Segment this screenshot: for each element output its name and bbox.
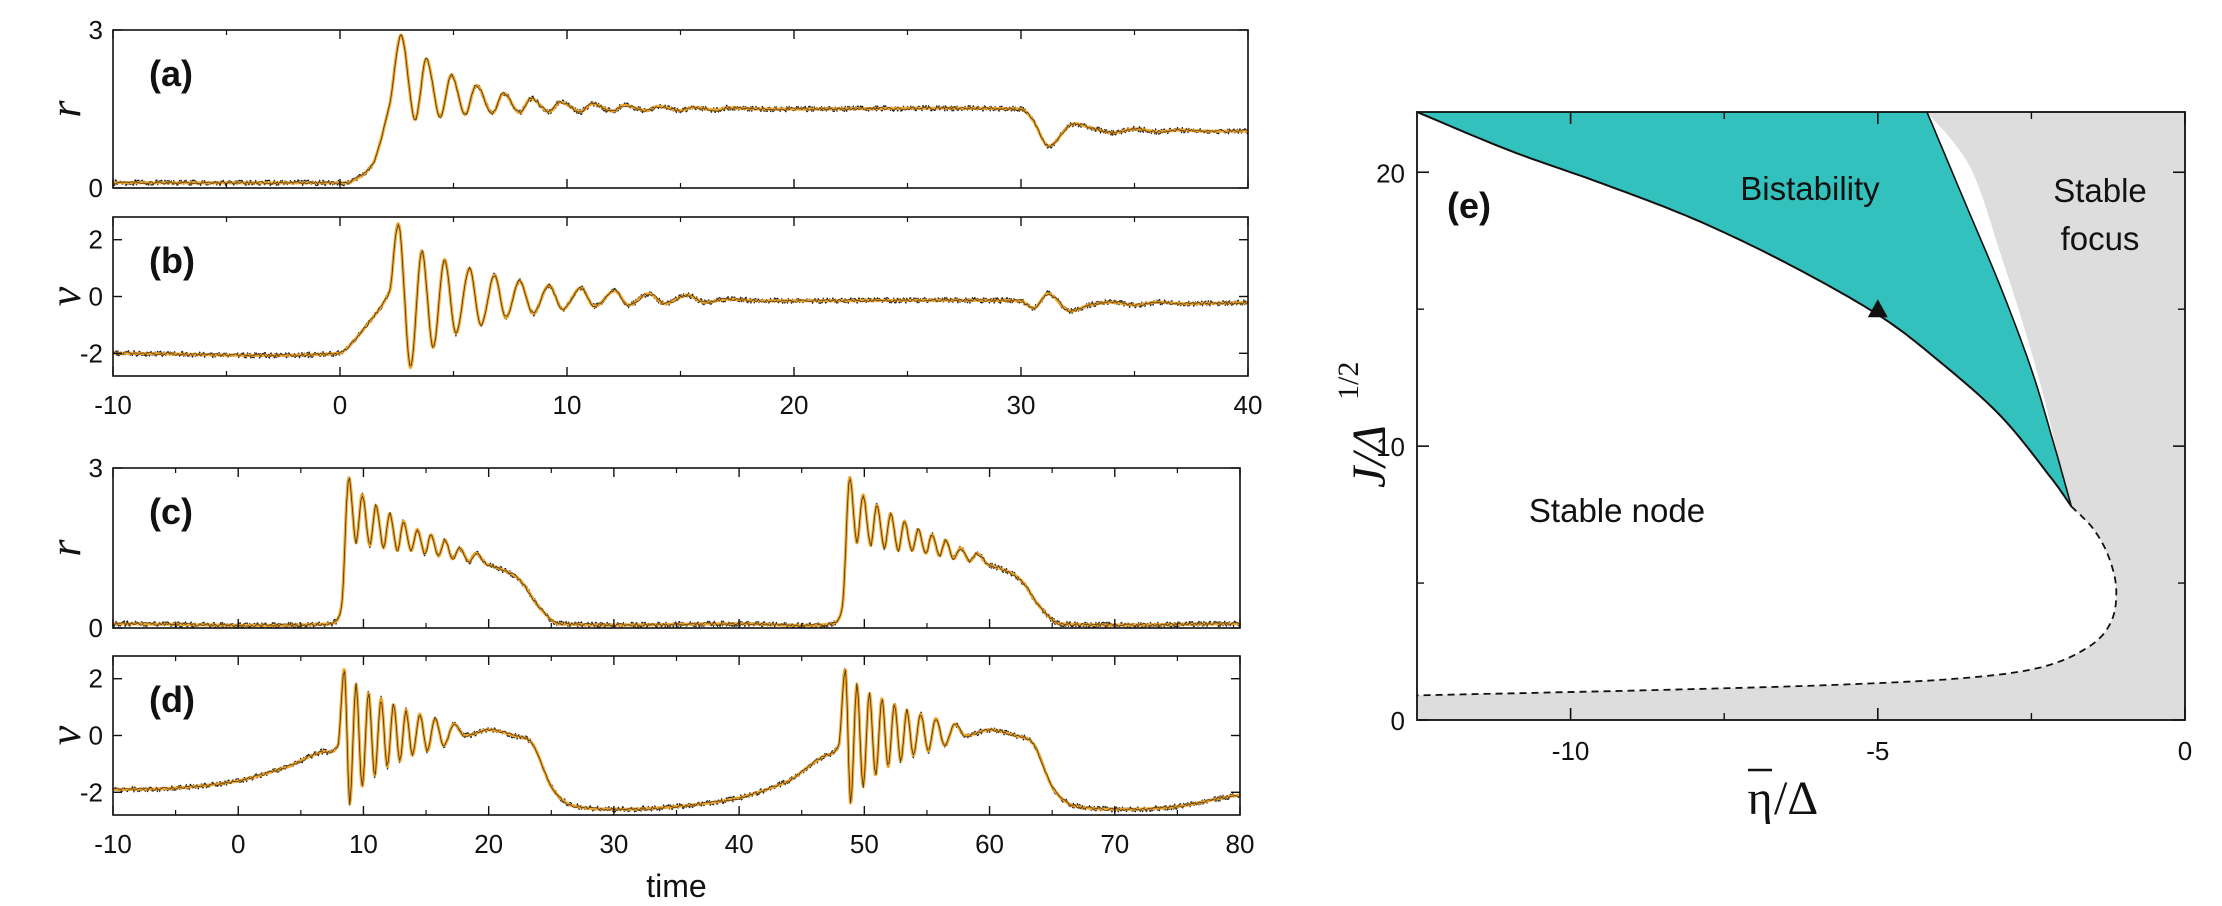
region-label-bistability: Bistability xyxy=(1740,170,1880,207)
y-tick-label: 0 xyxy=(89,613,103,643)
y-axis-label: v xyxy=(41,725,90,745)
y-tick-label: -2 xyxy=(80,777,103,807)
x-tick-label: -5 xyxy=(1866,736,1889,766)
x-tick-label: -10 xyxy=(94,390,132,420)
y-tick-label: 0 xyxy=(89,721,103,751)
panel-c: 0 3 r (c) xyxy=(41,453,1241,643)
x-tick-label: 40 xyxy=(725,829,754,859)
x-tick-label: 60 xyxy=(975,829,1004,859)
x-tick-label: 40 xyxy=(1234,390,1263,420)
series-group xyxy=(113,33,1248,187)
y-axis-label: r xyxy=(41,100,90,118)
y-tick-label: 2 xyxy=(89,664,103,694)
panel-a: 0 3 r (a) xyxy=(41,15,1249,203)
x-tick-label: 20 xyxy=(780,390,809,420)
x-tick-label: 20 xyxy=(474,829,503,859)
panel-label: (c) xyxy=(149,491,193,532)
series-group xyxy=(113,476,1240,628)
y-tick-label: 3 xyxy=(89,453,103,483)
saddle-node-curve xyxy=(1416,111,2073,507)
region-label-stable-node: Stable node xyxy=(1529,492,1705,529)
y-axis-label: J/Δ 1/2 xyxy=(1332,362,1396,488)
series-line-mean-field xyxy=(113,222,1248,370)
series-group xyxy=(113,667,1240,813)
y-tick-label: 0 xyxy=(1391,706,1405,736)
x-axis-label-rest: /Δ xyxy=(1774,772,1818,825)
x-tick-label: 80 xyxy=(1226,829,1255,859)
x-tick-label: 10 xyxy=(553,390,582,420)
y-tick-label: 0 xyxy=(89,282,103,312)
panel-label: (e) xyxy=(1447,185,1491,226)
y-tick-label: 20 xyxy=(1376,158,1405,188)
bistability-right-boundary xyxy=(1926,111,2073,507)
y-tick-label: 0 xyxy=(89,173,103,203)
plot-frame xyxy=(1416,111,2186,721)
x-tick-label: 0 xyxy=(333,390,347,420)
y-axis-label-main: J/Δ xyxy=(1343,425,1396,488)
x-tick-label: 30 xyxy=(1007,390,1036,420)
series-line-simulation-overlay xyxy=(113,34,1248,186)
y-tick-label: 10 xyxy=(1376,432,1405,462)
dashed-boundary xyxy=(1416,505,2118,697)
panel-label: (a) xyxy=(149,53,193,94)
region-label-stable-focus-2: focus xyxy=(2061,220,2140,257)
series-line-simulation-overlay xyxy=(113,670,1240,812)
series-line-simulation-overlay xyxy=(113,223,1248,367)
x-tick-label: 10 xyxy=(349,829,378,859)
triangle-marker xyxy=(1867,299,1888,318)
panel-e: -10 -5 0 0 10 20 Bistability Stable focus Stable … xyxy=(1332,111,2192,825)
plot-frame xyxy=(112,655,1241,816)
series-line-mean-field xyxy=(113,476,1240,627)
x-axis-label: time xyxy=(646,868,706,904)
panel-label: (d) xyxy=(149,679,195,720)
region-label-stable-focus-1: Stable xyxy=(2053,172,2147,209)
bistability-region xyxy=(1417,112,2072,507)
plot-frame xyxy=(112,467,1241,629)
series-line-mean-field xyxy=(113,33,1248,185)
x-tick-label: 0 xyxy=(2178,736,2192,766)
y-tick-label: -2 xyxy=(80,338,103,368)
panel-d: -10 0 10 20 30 40 50 60 70 80 -2 0 2 v (d) time xyxy=(41,655,1255,904)
series-line-simulation xyxy=(113,668,1240,813)
x-axis-label-eta: η xyxy=(1747,772,1772,825)
y-axis-label: r xyxy=(41,539,90,557)
x-tick-label: 30 xyxy=(599,829,628,859)
y-tick-label: 3 xyxy=(89,15,103,45)
x-tick-label: 0 xyxy=(231,829,245,859)
series-line-simulation xyxy=(113,476,1240,628)
x-tick-label: 70 xyxy=(1100,829,1129,859)
panel-b: -10 0 10 20 30 40 -2 0 2 v (b) xyxy=(41,216,1263,420)
x-tick-label: -10 xyxy=(94,829,132,859)
stable-focus-region xyxy=(1417,112,2185,720)
series-line-simulation-overlay xyxy=(113,476,1240,628)
series-line-mean-field xyxy=(113,667,1240,811)
y-axis-label-sup: 1/2 xyxy=(1332,362,1365,400)
y-axis-label: v xyxy=(41,286,90,306)
x-tick-label: -10 xyxy=(1552,736,1590,766)
series-group xyxy=(113,222,1248,370)
x-tick-label: 50 xyxy=(850,829,879,859)
panel-label: (b) xyxy=(149,240,195,281)
y-tick-label: 2 xyxy=(89,225,103,255)
x-axis-label: η/Δ xyxy=(1747,768,1818,825)
